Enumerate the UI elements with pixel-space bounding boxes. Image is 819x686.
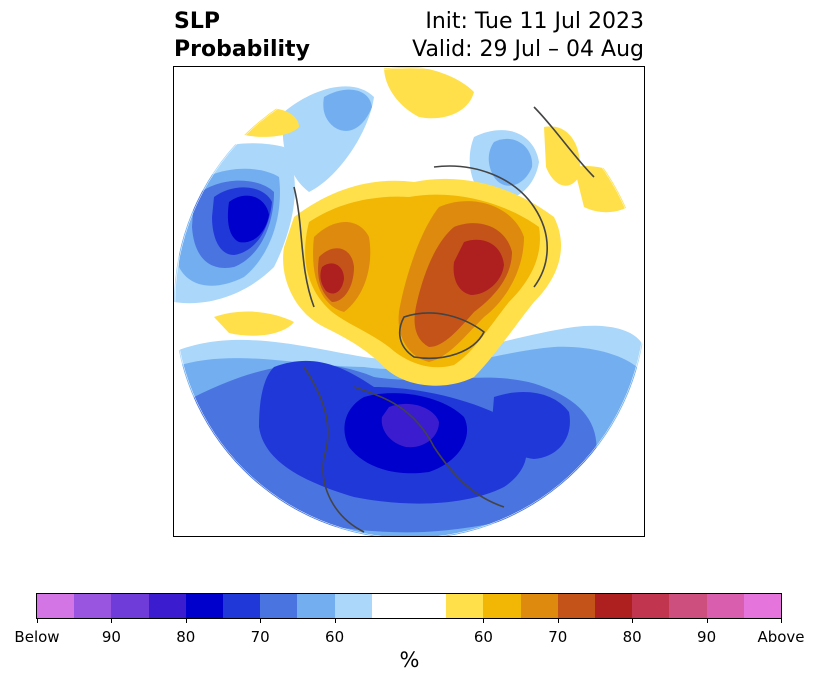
colorbar-tick-mark (111, 619, 113, 623)
colorbar-swatch (446, 594, 484, 618)
below-region (492, 392, 570, 459)
colorbar-tick-mark (37, 619, 38, 623)
colorbar-tick-mark (557, 619, 559, 623)
colorbar-swatch (595, 594, 633, 618)
colorbar-tick-label: Above (757, 628, 805, 646)
colorbar-tick-label: 60 (325, 628, 345, 646)
map-dates: Init: Tue 11 Jul 2023 Valid: 29 Jul – 04… (412, 8, 644, 64)
colorbar-swatch (371, 594, 410, 618)
colorbar-swatch (297, 594, 335, 618)
colorbar-swatch (37, 594, 75, 618)
valid-range: Valid: 29 Jul – 04 Aug (412, 37, 644, 62)
colorbar-tick-mark (706, 619, 708, 623)
probability-map (174, 67, 644, 536)
colorbar-tick-label: 80 (176, 628, 196, 646)
coastline (293, 106, 595, 533)
above-region (214, 311, 294, 336)
colorbar-swatch (334, 594, 372, 618)
colorbar-swatch (743, 594, 782, 618)
colorbar-swatch (260, 594, 298, 618)
colorbar-swatch (223, 594, 261, 618)
colorbar-tick-mark (260, 619, 262, 623)
colorbar-swatch (669, 594, 707, 618)
below-region (381, 403, 439, 448)
above-region (320, 263, 344, 294)
above-region (574, 166, 639, 213)
below-region (488, 138, 533, 186)
colorbar-swatch (185, 594, 224, 618)
colorbar-tick-label: 90 (697, 628, 717, 646)
colorbar-tick-label: 80 (622, 628, 642, 646)
map-title: SLP Probability (174, 8, 310, 64)
colorbar-swatch (148, 594, 186, 618)
colorbar-swatch (520, 594, 558, 618)
colorbar-unit: % (399, 648, 420, 672)
title-line-1: SLP (174, 9, 220, 34)
above-region (544, 126, 580, 186)
below-region (323, 89, 372, 131)
colorbar-tick-mark (781, 619, 782, 623)
title-line-2: Probability (174, 37, 310, 62)
colorbar-tick-label: 70 (548, 628, 568, 646)
init-date: Init: Tue 11 Jul 2023 (425, 9, 644, 34)
colorbar-tick-mark (632, 619, 634, 623)
colorbar-swatch (632, 594, 670, 618)
below-region (227, 195, 269, 243)
colorbar-swatch (111, 594, 149, 618)
map-panel (173, 66, 645, 537)
colorbar-swatch (74, 594, 112, 618)
colorbar-swatch (557, 594, 596, 618)
colorbar-tick-mark (483, 619, 485, 623)
colorbar-tick-label: 90 (101, 628, 121, 646)
above-region (453, 239, 504, 295)
colorbar-tick-mark (185, 619, 187, 623)
colorbar-swatch (706, 594, 744, 618)
colorbar-tick-label: 60 (473, 628, 493, 646)
colorbar-tick-label: 70 (250, 628, 270, 646)
colorbar-tick-label: Below (14, 628, 60, 646)
colorbar-swatch (483, 594, 521, 618)
colorbar-swatch (409, 594, 447, 618)
above-region (384, 67, 474, 119)
colorbar-tick-mark (334, 619, 336, 623)
colorbar (36, 593, 782, 619)
